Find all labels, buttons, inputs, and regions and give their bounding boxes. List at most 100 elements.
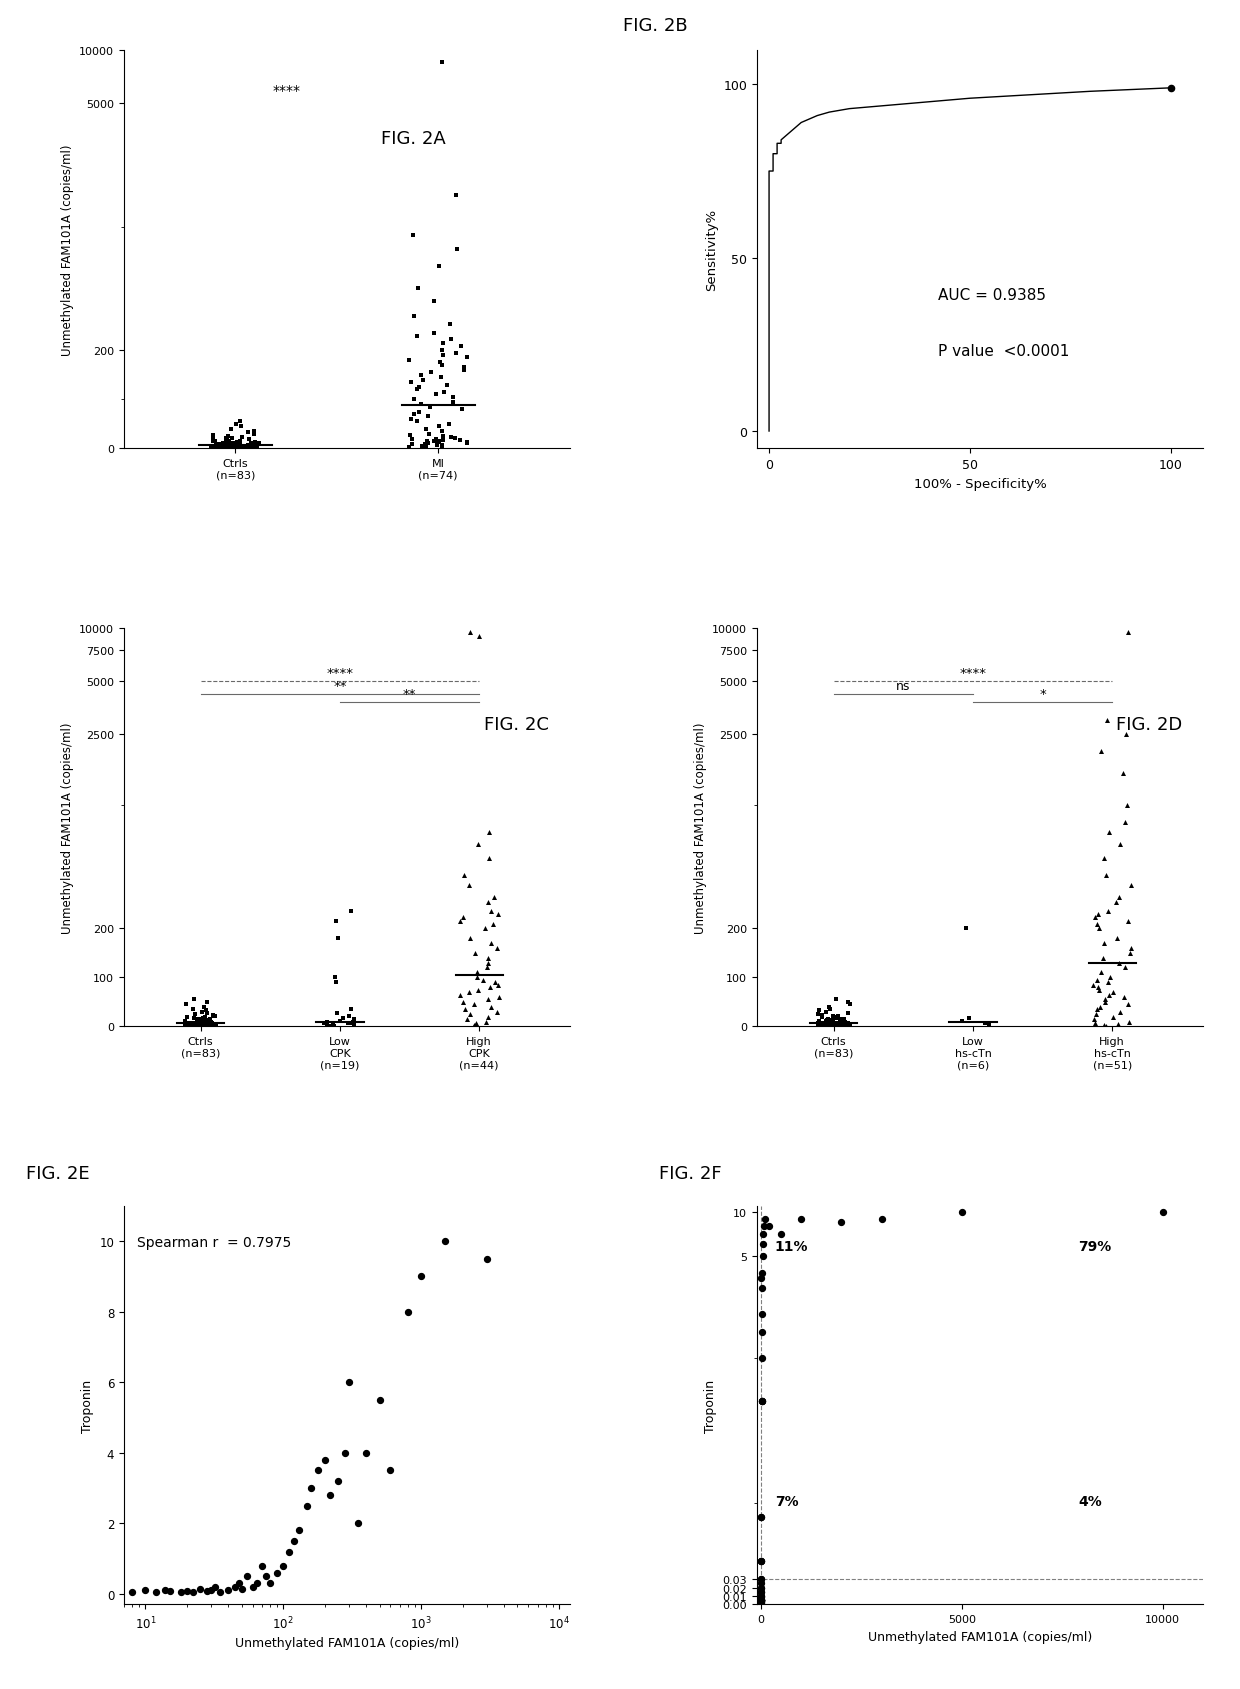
Point: [751, 1503, 771, 1530]
Point: [807, 1010, 827, 1037]
Point: [482, 912, 502, 939]
Point: [409, 399, 429, 426]
Point: [818, 1010, 838, 1037]
Point: [317, 1012, 337, 1039]
Point: [319, 1013, 339, 1040]
Point: [432, 419, 451, 446]
Point: [231, 434, 250, 461]
Point: [340, 1003, 360, 1030]
Point: [241, 434, 260, 461]
Point: [180, 1010, 200, 1037]
Point: [408, 275, 428, 302]
Point: [234, 436, 254, 463]
Point: [751, 1547, 771, 1574]
Point: [751, 1588, 771, 1615]
Point: [459, 872, 479, 899]
Point: [317, 1008, 337, 1035]
Point: [450, 907, 470, 934]
Point: [812, 1002, 832, 1029]
Point: [185, 1010, 205, 1037]
Point: [467, 959, 487, 986]
Point: [197, 1007, 217, 1034]
Point: [751, 1547, 771, 1574]
Point: [1100, 964, 1120, 991]
Point: [1106, 890, 1126, 917]
Point: [1099, 899, 1118, 926]
Point: [200, 1012, 219, 1039]
Point: [476, 1008, 496, 1035]
Point: [415, 415, 435, 443]
Point: [206, 431, 226, 458]
Point: [822, 1007, 842, 1034]
Point: [198, 1010, 218, 1037]
Point: [1089, 902, 1109, 929]
Point: [234, 434, 254, 461]
Point: [1087, 997, 1107, 1024]
Point: [381, 1458, 401, 1485]
Point: [816, 1008, 836, 1035]
Point: [244, 432, 264, 459]
Point: [1094, 1012, 1114, 1039]
Point: [248, 436, 268, 463]
Point: [205, 1013, 224, 1040]
Point: [191, 1012, 211, 1039]
Point: [823, 1003, 843, 1030]
Point: [208, 434, 228, 461]
Point: [952, 1199, 972, 1226]
Point: [825, 1013, 844, 1040]
Point: [751, 1388, 771, 1415]
Point: [489, 985, 508, 1012]
Point: [252, 1552, 272, 1579]
Point: [289, 1517, 309, 1544]
Point: [827, 1013, 847, 1040]
Point: [427, 382, 446, 409]
Point: [815, 1013, 835, 1040]
Point: [202, 1012, 222, 1039]
Text: 4%: 4%: [1078, 1495, 1101, 1508]
Point: [417, 434, 436, 461]
Point: [753, 1243, 773, 1270]
Point: [398, 1299, 418, 1326]
Point: [267, 1559, 286, 1586]
Point: [226, 436, 246, 463]
Point: [190, 1012, 210, 1039]
Point: [201, 1578, 221, 1605]
Point: [1096, 861, 1116, 888]
Point: [348, 1510, 368, 1537]
Point: [407, 323, 427, 350]
Point: [835, 1007, 854, 1034]
Point: [477, 954, 497, 981]
Point: [238, 1562, 258, 1589]
Point: [822, 1007, 842, 1034]
X-axis label: 100% - Specificity%: 100% - Specificity%: [914, 478, 1047, 490]
Point: [160, 1578, 180, 1605]
Point: [196, 1013, 216, 1040]
Point: [815, 1012, 835, 1039]
Point: [244, 419, 264, 446]
Point: [434, 378, 454, 405]
Point: [370, 1387, 389, 1414]
Point: [443, 383, 463, 410]
Point: [427, 426, 446, 453]
Point: [207, 432, 227, 459]
Point: [424, 321, 444, 348]
Point: [193, 1008, 213, 1035]
Point: [828, 1005, 848, 1032]
Point: [841, 1012, 861, 1039]
Point: [475, 915, 495, 942]
Point: [956, 915, 976, 942]
Point: [480, 819, 500, 846]
Point: [182, 1012, 202, 1039]
Point: [412, 361, 432, 388]
Point: [1120, 939, 1140, 966]
Point: [464, 991, 484, 1018]
Point: [751, 1344, 771, 1371]
Point: [322, 1012, 342, 1039]
Point: [838, 1012, 858, 1039]
Point: [458, 1007, 477, 1034]
Point: [192, 1005, 212, 1032]
Point: [222, 415, 242, 443]
Point: [489, 902, 508, 929]
Point: [175, 1012, 195, 1039]
Point: [187, 1013, 207, 1040]
